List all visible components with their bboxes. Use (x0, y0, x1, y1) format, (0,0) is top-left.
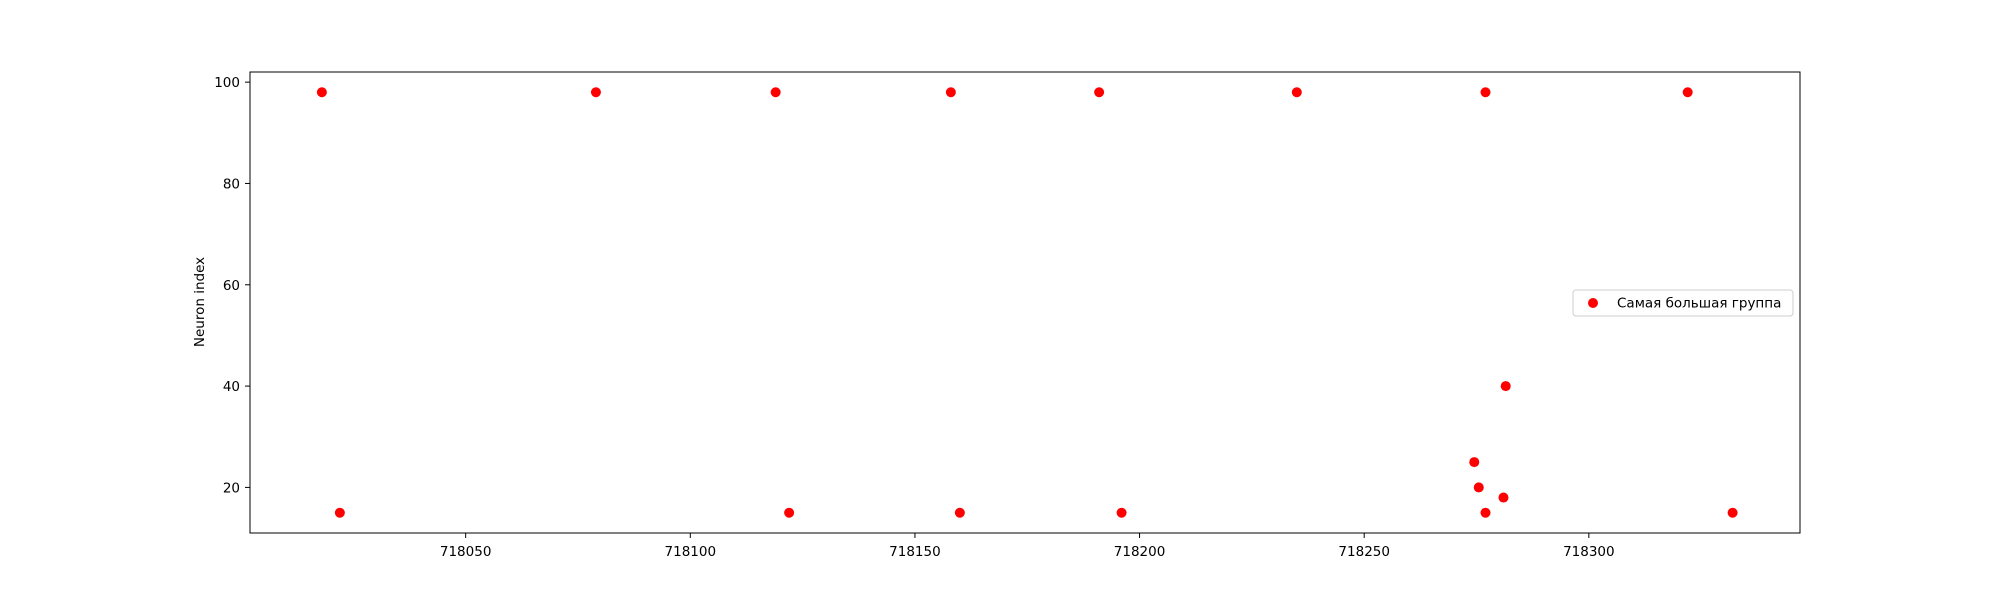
data-point (1480, 87, 1491, 98)
legend-label: Самая большая группа (1617, 296, 1781, 312)
data-point (316, 87, 327, 98)
axes-frame (249, 71, 1801, 534)
y-tick-label: 100 (214, 75, 240, 91)
legend-marker (1588, 298, 1598, 308)
x-tick-label: 718100 (665, 544, 717, 560)
data-point (1727, 507, 1738, 518)
y-tick-label: 60 (223, 278, 240, 294)
x-tick-label: 718300 (1563, 544, 1615, 560)
data-point (784, 507, 795, 518)
x-axis-ticks: 718050 718100 718150 718200 718250 718300 (440, 533, 1615, 560)
x-tick-label: 718050 (440, 544, 492, 560)
legend: Самая большая группа (1572, 289, 1794, 317)
data-point (770, 87, 781, 98)
y-tick-label: 20 (223, 480, 240, 496)
data-point (1498, 492, 1509, 503)
data-points (316, 87, 1738, 518)
data-point (1116, 507, 1127, 518)
x-tick-label: 718200 (1114, 544, 1166, 560)
plot-area: 718050 718100 718150 718200 718250 718300 20 4… (214, 71, 1801, 560)
y-axis-label: Neuron index (192, 257, 208, 347)
legend-box (1572, 289, 1794, 317)
data-point (945, 87, 956, 98)
data-point (1473, 482, 1484, 493)
y-tick-label: 40 (223, 379, 240, 395)
x-tick-label: 718150 (889, 544, 941, 560)
data-point (1682, 87, 1693, 98)
data-point (334, 507, 345, 518)
y-axis-ticks: 20 40 60 80 100 (214, 75, 250, 496)
data-point (1480, 507, 1491, 518)
data-point (1469, 457, 1480, 468)
data-point (1094, 87, 1105, 98)
data-point (590, 87, 601, 98)
y-tick-label: 80 (223, 176, 240, 192)
data-point (954, 507, 965, 518)
x-tick-label: 718250 (1338, 544, 1390, 560)
data-point (1500, 381, 1511, 392)
data-point (1291, 87, 1302, 98)
